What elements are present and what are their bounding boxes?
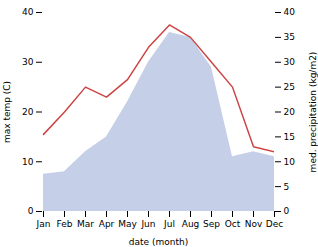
- svg-text:Jun: Jun: [140, 219, 155, 229]
- svg-text:15: 15: [284, 132, 295, 142]
- svg-text:40: 40: [22, 7, 34, 17]
- svg-text:Dec: Dec: [266, 219, 283, 229]
- svg-text:Aug: Aug: [182, 219, 200, 229]
- svg-text:Oct: Oct: [225, 219, 241, 229]
- svg-text:date (month): date (month): [129, 237, 188, 247]
- svg-text:10: 10: [284, 157, 296, 167]
- svg-text:20: 20: [22, 107, 34, 117]
- svg-text:25: 25: [284, 82, 295, 92]
- svg-text:Apr: Apr: [99, 219, 115, 229]
- svg-text:30: 30: [284, 57, 296, 67]
- svg-text:Mar: Mar: [77, 219, 94, 229]
- svg-text:40: 40: [284, 7, 296, 17]
- svg-text:Nov: Nov: [245, 219, 263, 229]
- svg-text:5: 5: [284, 182, 290, 192]
- svg-text:Jul: Jul: [163, 219, 175, 229]
- svg-text:0: 0: [28, 206, 34, 216]
- svg-text:max temp (C): max temp (C): [2, 81, 12, 143]
- svg-text:0: 0: [284, 206, 290, 216]
- svg-text:med. precipitation (kg/m2): med. precipitation (kg/m2): [308, 52, 318, 173]
- svg-text:Sep: Sep: [203, 219, 220, 229]
- svg-text:Feb: Feb: [57, 219, 73, 229]
- svg-text:30: 30: [22, 57, 34, 67]
- svg-text:20: 20: [284, 107, 296, 117]
- svg-text:35: 35: [284, 32, 295, 42]
- svg-text:May: May: [118, 219, 137, 229]
- svg-text:10: 10: [22, 157, 34, 167]
- svg-text:Jan: Jan: [36, 219, 51, 229]
